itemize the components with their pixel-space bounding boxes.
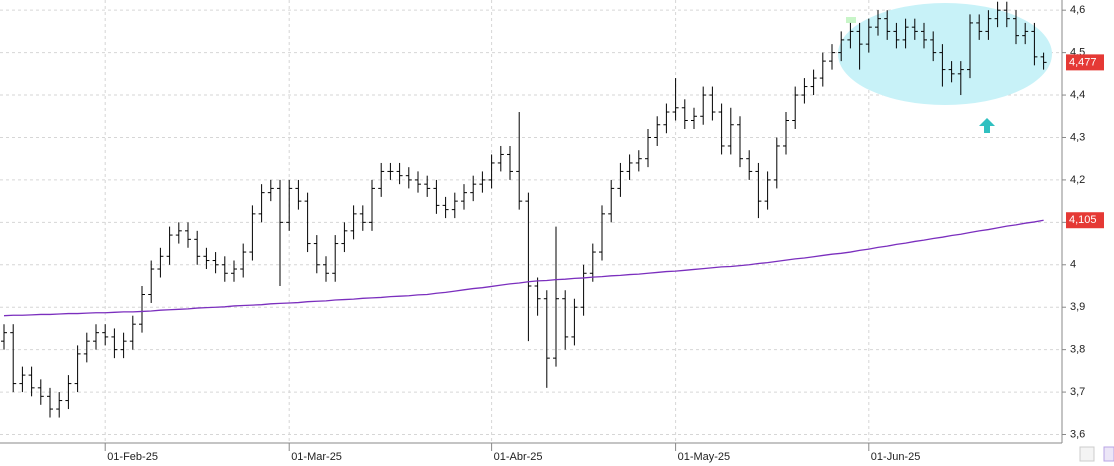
x-tick-label: 01-May-25 [678, 451, 731, 463]
y-tick-label: 3,9 [1070, 301, 1085, 313]
y-tick-label: 3,8 [1070, 344, 1085, 356]
x-tick-label: 01-Jun-25 [871, 451, 921, 463]
y-tick-label: 4,2 [1070, 174, 1085, 186]
marks [1, 1, 1047, 418]
price-label-box [1066, 212, 1104, 229]
y-tick-label: 3,7 [1070, 386, 1085, 398]
up-arrow [979, 118, 995, 133]
highlight-ellipse [838, 3, 1052, 105]
corner-button[interactable] [1103, 446, 1114, 462]
x-tick-label: 01-Feb-25 [107, 451, 158, 463]
moving-average [3, 219, 1044, 317]
y-tick-label: 3,6 [1070, 428, 1085, 440]
price-label: 4,105 [1069, 214, 1097, 226]
y-tick-label: 4 [1070, 259, 1076, 271]
price-label-box [1066, 54, 1104, 71]
corner-button[interactable] [1079, 446, 1095, 462]
y-tick-label: 4,3 [1070, 131, 1085, 143]
y-tick-label: 4,4 [1070, 89, 1085, 101]
x-tick-label: 01-Mar-25 [291, 451, 342, 463]
price-label: 4,477 [1069, 56, 1097, 68]
marker [846, 17, 856, 23]
y-tick-label: 4,6 [1070, 4, 1085, 16]
x-tick-label: 01-Abr-25 [494, 451, 543, 463]
